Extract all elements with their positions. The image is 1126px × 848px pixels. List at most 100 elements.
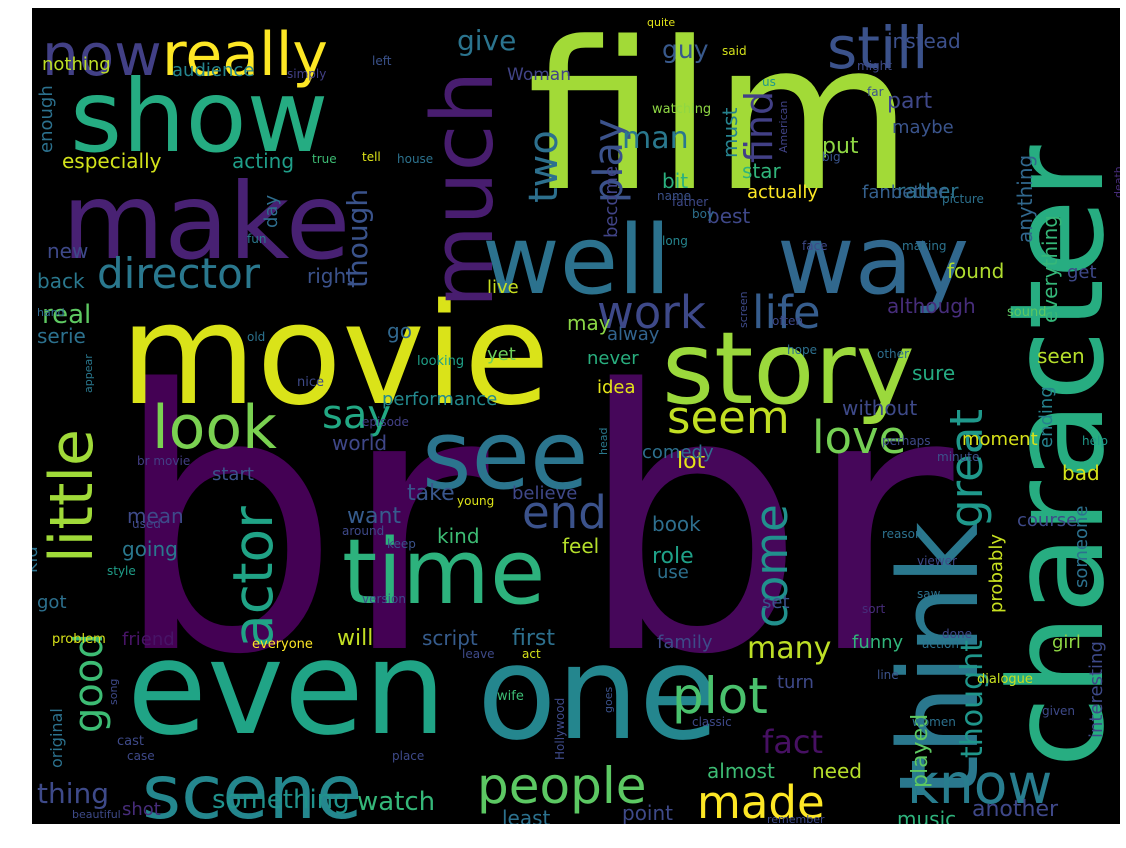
word-moment: moment: [962, 429, 1038, 450]
word-done: done: [942, 627, 972, 641]
word-sort: sort: [862, 602, 886, 616]
word-everyone: everyone: [252, 637, 313, 652]
word-give: give: [457, 24, 516, 57]
word-world: world: [332, 431, 387, 455]
word-star: star: [742, 159, 782, 183]
word-two: two: [521, 130, 567, 203]
word-much: much: [414, 71, 513, 308]
word-thought: thought: [955, 640, 990, 758]
word-house: house: [397, 152, 433, 166]
word-family: family: [657, 632, 713, 653]
word-without: without: [842, 396, 917, 420]
word-goes: goes: [602, 687, 615, 713]
word-making: making: [902, 239, 947, 253]
word-found: found: [947, 259, 1004, 283]
word-put: put: [822, 134, 859, 159]
word-know: know: [907, 752, 1052, 816]
word-might: might: [857, 59, 892, 73]
word-think: think: [875, 521, 1003, 798]
word-kid: kid: [32, 546, 42, 573]
word-set: set: [762, 592, 790, 613]
word-back: back: [37, 269, 85, 293]
word-screen: screen: [737, 291, 750, 328]
word-seem: seem: [667, 391, 790, 444]
word-look: look: [152, 393, 277, 463]
word-comedy: comedy: [642, 442, 714, 463]
word-interesting: interesting: [1086, 641, 1107, 738]
word-old: old: [247, 330, 265, 344]
word-remember: remember: [767, 813, 825, 824]
word-fact: fact: [762, 723, 823, 761]
word-girl: girl: [1052, 632, 1081, 653]
word-time: time: [342, 520, 545, 625]
word-want: want: [347, 504, 401, 529]
word-go: go: [387, 319, 412, 343]
word-either: either: [317, 823, 350, 824]
word-say: say: [322, 392, 391, 438]
word-right: right: [307, 264, 354, 288]
word-american: American: [777, 101, 790, 153]
word-given: given: [1042, 704, 1075, 718]
word-hope: hope: [787, 343, 817, 357]
word-sound: sound: [1007, 305, 1046, 320]
word-nice: nice: [297, 375, 324, 390]
word-seen: seen: [1037, 344, 1085, 368]
word-left: left: [372, 54, 392, 68]
word-great: great: [940, 409, 993, 528]
word-role: role: [652, 544, 694, 569]
word-probably: probably: [986, 534, 1007, 613]
word-take: take: [407, 481, 455, 506]
word-got: got: [37, 592, 67, 613]
word-believe: believe: [512, 483, 577, 504]
word-performance: performance: [382, 389, 497, 410]
word-style: style: [107, 564, 136, 578]
word-really: really: [162, 20, 328, 90]
word-film: film: [527, 8, 913, 237]
word-action: action: [922, 637, 959, 651]
word-yet: yet: [487, 344, 516, 365]
word-way: way: [777, 206, 969, 316]
word-book: book: [652, 512, 701, 536]
word-little: little: [37, 429, 107, 563]
word-br: br: [112, 314, 492, 733]
word-good: good: [66, 633, 112, 733]
word-day: day: [261, 195, 282, 228]
word-part: part: [887, 89, 932, 114]
word-fun: fun: [247, 232, 266, 246]
word-lot: lot: [677, 449, 706, 474]
word-alway: alway: [607, 324, 660, 345]
word-simply: simply: [287, 67, 326, 81]
word-minute: minute: [937, 450, 979, 464]
word-point: point: [622, 801, 673, 824]
word-act: act: [522, 647, 541, 661]
word-many: many: [747, 631, 831, 666]
word-though: though: [341, 189, 374, 288]
word-least: least: [502, 806, 551, 824]
word-never: never: [587, 348, 639, 369]
word-acting: acting: [232, 149, 294, 173]
word-man: man: [622, 121, 689, 156]
word-us: us: [762, 75, 776, 89]
word-show: show: [70, 58, 328, 175]
word-going: going: [122, 537, 178, 561]
word-end: end: [522, 486, 607, 539]
word-people: people: [477, 757, 646, 815]
word-director: director: [97, 249, 261, 298]
word-beautiful: beautiful: [72, 808, 121, 821]
word-women: women: [912, 715, 956, 729]
word-father: father: [672, 195, 708, 209]
word-rather: rather: [897, 179, 959, 203]
word-fanbetter: fanbetter: [862, 182, 946, 203]
word-original: original: [47, 708, 66, 768]
word-another: another: [972, 797, 1059, 822]
word-feel: feel: [562, 534, 599, 558]
word-something: something: [212, 785, 350, 815]
word-find: find: [737, 91, 781, 163]
word-life: life: [752, 286, 821, 339]
word-watch: watch: [357, 787, 435, 817]
word-play: play: [586, 118, 632, 203]
word-name: name: [657, 189, 691, 203]
word-looking: looking: [417, 354, 464, 369]
word-long: long: [662, 234, 688, 248]
